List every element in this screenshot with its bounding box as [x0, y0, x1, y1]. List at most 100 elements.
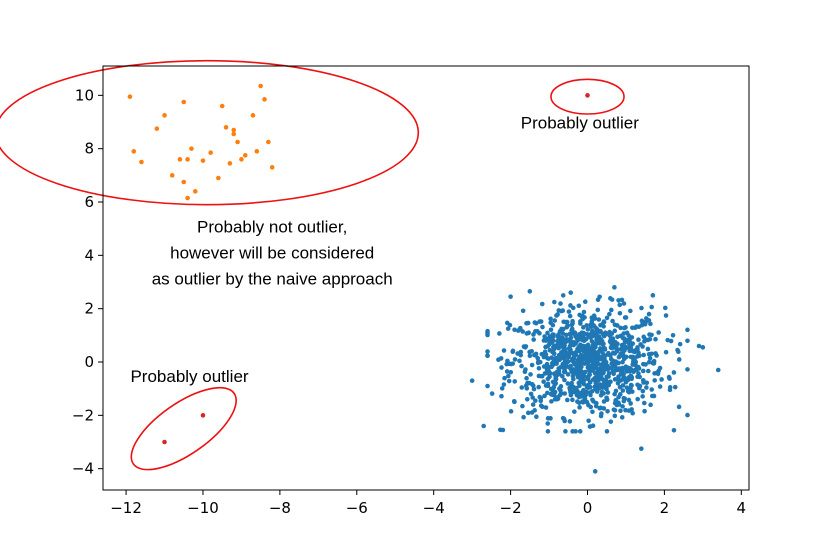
normal-cluster-point — [624, 385, 630, 390]
upper-left-group-point — [189, 146, 194, 151]
normal-cluster-point — [700, 345, 706, 350]
normal-cluster-point — [549, 391, 554, 397]
normal-cluster-point — [520, 308, 526, 314]
normal-cluster-point — [554, 395, 560, 400]
outlier-ellipse — [550, 78, 625, 115]
normal-cluster-point — [499, 386, 505, 391]
normal-cluster-point — [634, 324, 639, 329]
normal-cluster-point — [598, 328, 603, 334]
normal-cluster-point — [481, 423, 486, 429]
normal-cluster-point — [533, 320, 539, 326]
normal-cluster-point — [575, 333, 581, 339]
normal-cluster-point — [649, 304, 655, 310]
normal-cluster-point — [650, 293, 656, 298]
normal-cluster-point — [672, 384, 678, 390]
normal-cluster-point — [571, 376, 576, 382]
normal-cluster-point — [640, 377, 646, 383]
normal-cluster-point — [576, 344, 582, 350]
normal-cluster-point — [569, 327, 574, 333]
normal-cluster-point — [501, 348, 507, 353]
normal-cluster-point — [621, 344, 627, 350]
normal-cluster-point — [549, 340, 555, 345]
normal-cluster-point — [608, 345, 614, 350]
normal-cluster-point — [538, 398, 544, 404]
normal-cluster-point — [579, 358, 585, 363]
normal-cluster-point — [655, 371, 661, 377]
normal-cluster-point — [505, 358, 510, 364]
normal-cluster-point — [521, 414, 526, 420]
normal-cluster-point — [585, 361, 591, 366]
normal-cluster-point — [602, 346, 607, 351]
normal-cluster-point — [547, 347, 553, 353]
normal-cluster-point — [599, 369, 605, 374]
normal-cluster-point — [567, 313, 573, 319]
normal-cluster-point — [670, 333, 676, 338]
normal-cluster-point — [676, 357, 682, 362]
normal-cluster-point — [602, 366, 608, 372]
normal-cluster-point — [548, 416, 553, 421]
normal-cluster-point — [650, 393, 655, 399]
normal-cluster-point — [576, 392, 582, 397]
normal-cluster-point — [608, 379, 613, 385]
normal-cluster-point — [520, 329, 525, 334]
normal-cluster-point — [598, 405, 604, 411]
normal-cluster-point — [612, 413, 618, 419]
normal-cluster-point — [537, 319, 542, 324]
normal-cluster-point — [604, 374, 610, 380]
normal-cluster-point — [575, 366, 581, 372]
normal-cluster-point — [630, 325, 635, 331]
normal-cluster-point — [499, 393, 504, 399]
normal-cluster-point — [614, 402, 620, 408]
normal-cluster-point — [535, 360, 541, 366]
normal-cluster-point — [636, 364, 641, 370]
ellipse-layer — [0, 59, 625, 471]
normal-cluster-point — [594, 339, 599, 344]
normal-cluster-point — [558, 391, 564, 396]
x-tick-label: 4 — [737, 499, 747, 517]
normal-cluster-point — [598, 337, 604, 343]
upper-left-group-point — [254, 149, 260, 154]
normal-cluster-point — [544, 336, 550, 342]
y-axis: −4 −2 0 2 4 6 8 10 — [72, 86, 103, 478]
normal-cluster-point — [620, 388, 626, 393]
upper-left-group-point — [185, 157, 190, 162]
normal-cluster-point — [572, 409, 577, 414]
normal-cluster-point — [485, 330, 490, 336]
normal-cluster-point — [540, 324, 545, 330]
normal-cluster-point — [657, 384, 663, 389]
normal-cluster-point — [637, 383, 643, 389]
normal-cluster-point — [573, 370, 579, 376]
outlier-ellipse — [0, 59, 420, 206]
normal-cluster-point — [553, 376, 559, 382]
normal-cluster-point — [528, 391, 534, 397]
normal-cluster-point — [651, 361, 657, 366]
normal-cluster-point — [577, 371, 583, 377]
normal-cluster-point — [542, 349, 548, 355]
x-tick-label: −8 — [269, 499, 291, 517]
normal-cluster-point — [505, 326, 511, 331]
normal-cluster-point — [594, 350, 600, 356]
annotation-text: however will be considered — [170, 244, 374, 263]
normal-cluster-point — [616, 360, 621, 366]
normal-cluster-point — [562, 391, 567, 396]
upper-left-group-point — [227, 161, 233, 166]
annotation-text: Probably outlier — [521, 114, 639, 133]
normal-cluster-point — [610, 369, 615, 374]
normal-cluster-point — [543, 405, 549, 410]
normal-cluster-point — [593, 386, 598, 392]
normal-cluster-point — [568, 290, 574, 295]
normal-cluster-point — [568, 303, 573, 308]
normal-cluster-point — [628, 401, 633, 406]
normal-cluster-point — [555, 358, 561, 363]
normal-cluster-point — [587, 390, 592, 395]
y-tick-label: 4 — [84, 246, 94, 264]
normal-cluster-point — [523, 344, 529, 349]
normal-cluster-point — [617, 310, 623, 316]
normal-cluster-point — [552, 382, 558, 387]
normal-cluster-point — [527, 353, 533, 358]
normal-cluster-point — [612, 285, 617, 290]
annotation-text: Probably outlier — [130, 367, 248, 386]
normal-cluster-point — [580, 346, 585, 352]
normal-cluster-point — [626, 333, 631, 338]
normal-cluster-point — [623, 315, 629, 320]
